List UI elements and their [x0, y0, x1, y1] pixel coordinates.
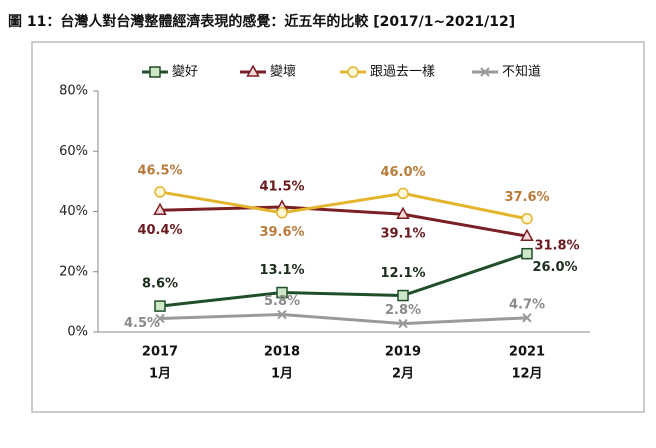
x-tick-label: 1月	[271, 367, 293, 382]
y-tick-label: 20%	[59, 264, 88, 279]
marker	[277, 309, 287, 320]
x-tick-label: 12月	[511, 367, 542, 382]
x-tick-label: 2018	[264, 345, 300, 360]
data-label: 46.5%	[137, 163, 182, 178]
series-line	[159, 252, 528, 308]
series-line	[159, 190, 528, 221]
data-label: 4.7%	[509, 297, 545, 312]
marker	[398, 318, 408, 329]
series-line	[159, 313, 528, 326]
marker	[276, 286, 288, 299]
marker	[521, 247, 533, 260]
marker	[396, 206, 410, 219]
y-tick-label: 0%	[67, 325, 88, 340]
marker	[276, 206, 288, 219]
x-tick-label: 2月	[392, 367, 414, 382]
marker	[155, 313, 165, 324]
marker	[154, 300, 166, 312]
marker	[149, 66, 161, 78]
marker	[347, 66, 359, 78]
data-label: 40.4%	[137, 223, 182, 238]
x-tick-label: 1月	[149, 367, 171, 382]
y-tick-label: 60%	[59, 144, 88, 159]
legend-label: 變好	[172, 64, 198, 80]
data-label: 5.8%	[264, 294, 300, 309]
data-label: 8.6%	[142, 277, 178, 292]
marker	[521, 212, 533, 225]
x-tick-label: 2017	[142, 345, 178, 360]
x-tick-label: 2021	[509, 345, 545, 360]
data-label: 39.1%	[380, 227, 425, 242]
data-label: 13.1%	[259, 263, 304, 278]
legend-label: 不知道	[502, 64, 541, 80]
data-label: 41.5%	[259, 179, 304, 194]
marker	[520, 228, 534, 241]
chart-title: 圖 11：台灣人對台灣整體經濟表現的感覺：近五年的比較 [2017/1~2021…	[8, 13, 515, 30]
data-label: 26.0%	[532, 260, 577, 275]
marker	[397, 289, 409, 302]
y-tick-label: 40%	[59, 204, 88, 219]
legend-label: 變壞	[270, 64, 296, 80]
data-label: 46.0%	[380, 165, 425, 180]
marker	[246, 64, 260, 77]
data-label: 12.1%	[380, 266, 425, 281]
data-label: 2.8%	[385, 303, 421, 318]
data-label: 37.6%	[504, 190, 549, 205]
data-label: 39.6%	[259, 225, 304, 240]
marker	[154, 186, 166, 198]
marker	[480, 67, 490, 77]
series-line	[159, 205, 528, 238]
marker	[397, 187, 409, 200]
marker	[153, 202, 167, 216]
x-tick-label: 2019	[385, 345, 421, 360]
legend-label: 跟過去一樣	[370, 65, 435, 80]
data-label: 4.5%	[124, 316, 160, 331]
frame	[31, 41, 645, 413]
y-tick-label: 80%	[59, 84, 88, 99]
data-label: 31.8%	[534, 239, 579, 254]
marker	[522, 313, 532, 323]
